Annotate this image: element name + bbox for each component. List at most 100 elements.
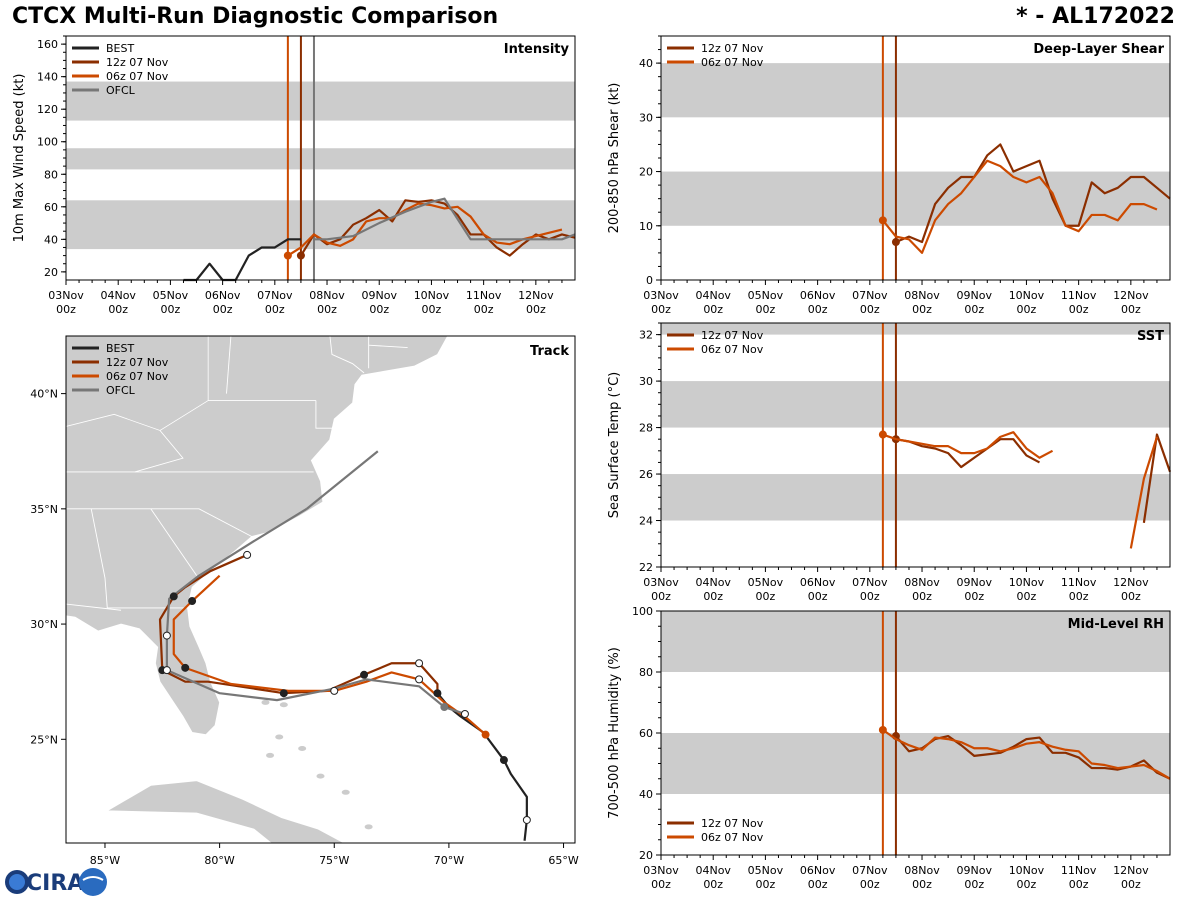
x-tick-label: 11Nov (466, 289, 502, 302)
legend-label: 12z 07 Nov (701, 817, 764, 830)
x-tick-label: 11Nov (1061, 864, 1097, 877)
threshold-band (66, 148, 575, 170)
x-tick-sublabel: 00z (964, 878, 984, 891)
y-tick-label: 40 (639, 57, 653, 70)
threshold-band (661, 381, 1170, 428)
x-tick-sublabel: 00z (1017, 878, 1037, 891)
track-point (162, 666, 171, 675)
x-tick-label: 03Nov (643, 864, 679, 877)
x-tick-label: 06Nov (800, 864, 836, 877)
x-tick-sublabel: 00z (703, 590, 723, 603)
track-line (172, 574, 487, 736)
jamaica-land (256, 889, 306, 900)
x-tick-label: 06Nov (800, 576, 836, 589)
lat-tick-label: 25°N (30, 733, 58, 746)
map-frame (65, 335, 576, 844)
x-tick-sublabel: 00z (265, 303, 285, 316)
bahamas-island (298, 746, 307, 752)
track-line (165, 507, 466, 715)
plot-frame (660, 322, 1171, 568)
threshold-band (661, 171, 1170, 226)
y-tick-label: 20 (639, 849, 653, 862)
threshold-band (661, 323, 1170, 335)
panel-rh: 2040608010003Nov00z04Nov00z05Nov00z06Nov… (607, 605, 1171, 891)
panel-track: 85°W 80°W 75°W 70°W 65°W 25°N 30°N 35°N 40°N Trac… (30, 335, 579, 900)
x-tick-label: 07Nov (852, 289, 888, 302)
x-tick-sublabel: 00z (756, 590, 776, 603)
legend-label: BEST (106, 42, 134, 55)
legend-label: 12z 07 Nov (701, 42, 764, 55)
track-point (481, 730, 490, 739)
legend-label: BEST (106, 342, 134, 355)
legend-label: 06z 07 Nov (106, 370, 169, 383)
y-axis-label: 200-850 hPa Shear (kt) (607, 83, 622, 234)
x-tick-label: 07Nov (852, 864, 888, 877)
series-line (882, 159, 1158, 254)
lon-tick-label: 75°W (319, 854, 349, 867)
panel-title: SST (1137, 329, 1164, 344)
threshold-band (661, 611, 1170, 672)
track-point (440, 703, 449, 712)
x-tick-sublabel: 00z (108, 303, 128, 316)
series-line (1129, 436, 1158, 549)
x-tick-sublabel: 00z (1069, 303, 1089, 316)
x-tick-label: 05Nov (748, 289, 784, 302)
x-tick-label: 10Nov (1009, 289, 1045, 302)
x-tick-sublabel: 00z (422, 303, 442, 316)
x-tick-sublabel: 00z (651, 878, 671, 891)
init-point (878, 725, 887, 734)
x-tick-label: 12Nov (1113, 864, 1149, 877)
y-axis-label: Sea Surface Temp (°C) (607, 372, 622, 519)
cuba-land (105, 780, 345, 843)
lon-tick-label: 70°W (434, 854, 464, 867)
x-tick-label: 09Nov (956, 289, 992, 302)
map-area (66, 336, 531, 900)
x-tick-label: 10Nov (1009, 576, 1045, 589)
figure-title: CTCX Multi-Run Diagnostic Comparison (12, 4, 499, 29)
y-tick-label: 0 (646, 274, 653, 287)
x-tick-label: 09Nov (956, 864, 992, 877)
x-tick-sublabel: 00z (808, 303, 828, 316)
state-border (329, 336, 365, 374)
x-tick-sublabel: 00z (651, 590, 671, 603)
legend-label: 06z 07 Nov (106, 70, 169, 83)
x-tick-label: 12Nov (1113, 576, 1149, 589)
y-tick-label: 160 (37, 38, 58, 51)
track-point (460, 709, 469, 718)
x-tick-sublabel: 00z (860, 878, 880, 891)
x-tick-sublabel: 00z (860, 590, 880, 603)
state-border (134, 430, 184, 473)
x-tick-sublabel: 00z (912, 303, 932, 316)
y-tick-label: 80 (44, 168, 58, 181)
lon-tick-label: 80°W (204, 854, 234, 867)
track-point (162, 631, 171, 640)
y-tick-label: 26 (639, 468, 653, 481)
x-tick-sublabel: 00z (651, 303, 671, 316)
y-tick-label: 10 (639, 220, 653, 233)
y-tick-label: 100 (37, 136, 58, 149)
x-tick-sublabel: 00z (964, 590, 984, 603)
state-border (226, 336, 232, 394)
x-tick-sublabel: 00z (1121, 590, 1141, 603)
x-tick-sublabel: 00z (808, 878, 828, 891)
state-border (90, 508, 188, 609)
bahamas-island (341, 789, 350, 795)
threshold-band (66, 81, 575, 121)
track-point (433, 689, 442, 698)
series-line (1142, 433, 1172, 524)
bahamas-island (266, 752, 275, 758)
panel-shear: 01020304003Nov00z04Nov00z05Nov00z06Nov00… (607, 35, 1171, 316)
y-tick-label: 24 (639, 515, 653, 528)
x-tick-label: 05Nov (153, 289, 189, 302)
x-tick-sublabel: 00z (703, 303, 723, 316)
x-tick-label: 04Nov (695, 289, 731, 302)
x-tick-sublabel: 00z (1069, 590, 1089, 603)
series-line (895, 143, 1171, 244)
threshold-band (661, 63, 1170, 118)
lon-tick-label: 65°W (548, 854, 578, 867)
track-point (279, 689, 288, 698)
track-point (188, 597, 197, 606)
bahamas-island (275, 734, 284, 740)
x-tick-sublabel: 00z (964, 303, 984, 316)
